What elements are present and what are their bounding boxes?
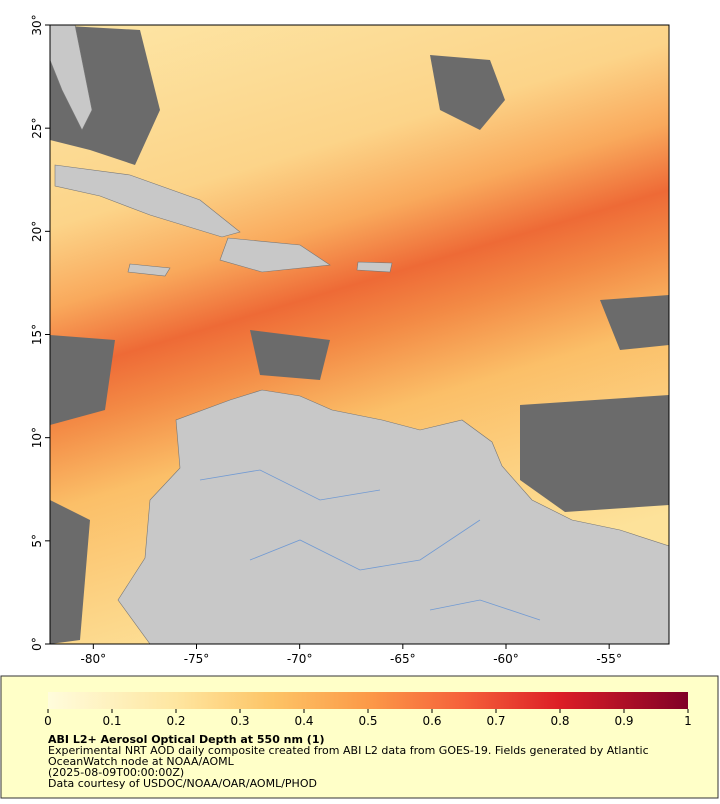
y-tick-label: 20° [30, 221, 44, 242]
caption-title: ABI L2+ Aerosol Optical Depth at 550 nm … [48, 733, 325, 746]
colorbar-tick-label: 0 [44, 714, 52, 728]
colorbar-tick-label: 0.5 [358, 714, 377, 728]
colorbar-tick-label: 0.2 [166, 714, 185, 728]
colorbar-tick-label: 0.1 [102, 714, 121, 728]
x-tick-label: -65° [390, 652, 416, 666]
y-tick-label: 5° [30, 534, 44, 548]
colorbar-tick-label: 1 [684, 714, 692, 728]
y-tick-label: 25° [30, 118, 44, 139]
colorbar-tick-label: 0.9 [614, 714, 633, 728]
caption-line: Data courtesy of USDOC/NOAA/OAR/AOML/PHO… [48, 777, 317, 790]
colorbar-tick-label: 0.3 [230, 714, 249, 728]
x-tick-label: -75° [184, 652, 210, 666]
rivers [199, 469, 541, 621]
caption-line: OceanWatch node at NOAA/AOML [48, 755, 235, 768]
x-tick-label: -60° [493, 652, 519, 666]
y-tick-label: 30° [30, 14, 44, 35]
y-tick-label: 0° [30, 637, 44, 651]
colorbar-tick-label: 0.8 [550, 714, 569, 728]
colorbar [48, 692, 688, 709]
colorbar-tick-label: 0.4 [294, 714, 313, 728]
y-tick-label: 10° [30, 427, 44, 448]
map-image [50, 25, 669, 644]
x-tick-label: -70° [287, 652, 313, 666]
y-tick-label: 15° [30, 324, 44, 345]
x-tick-label: -80° [81, 652, 107, 666]
caption-line: (2025-08-09T00:00:00Z) [48, 766, 184, 779]
colorbar-ticks: 0 0.1 0.2 0.3 0.4 0.5 0.6 0.7 0.8 0.9 1 [44, 709, 692, 728]
colorbar-tick-label: 0.6 [422, 714, 441, 728]
land [50, 25, 669, 644]
cloud-mask [50, 25, 669, 644]
axes: -80° -75° -70° -65° -60° -55° 0° 5° 10° 15° 20° 25°… [30, 14, 622, 666]
x-tick-label: -55° [596, 652, 622, 666]
caption-line: Experimental NRT AOD daily composite cre… [48, 744, 649, 757]
colorbar-tick-label: 0.7 [486, 714, 505, 728]
